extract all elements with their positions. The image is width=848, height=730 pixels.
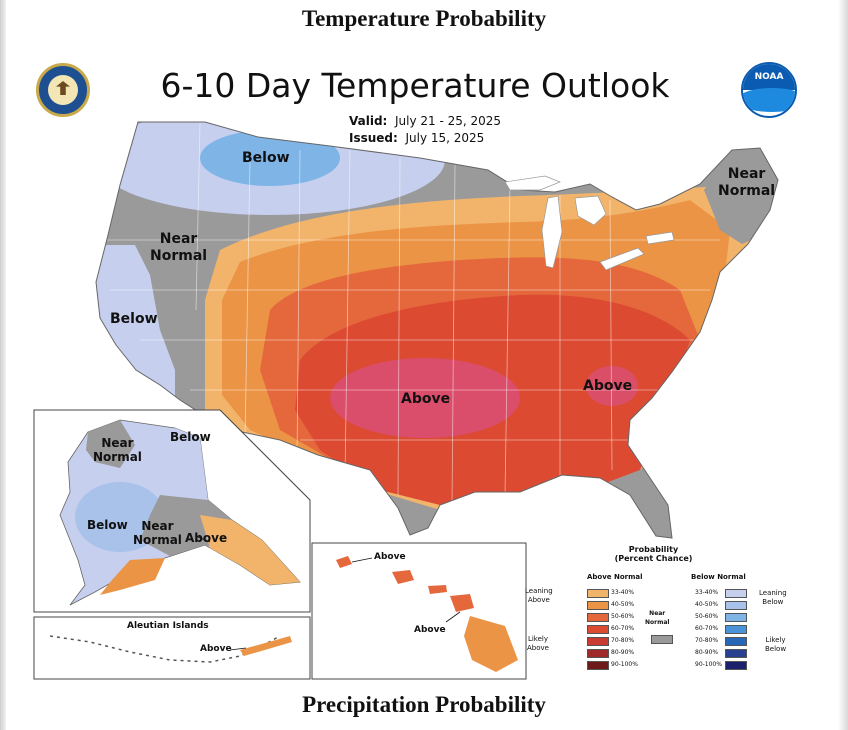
legend-below-swatch [725, 601, 747, 610]
legend-likely-below: Likely Below [765, 636, 787, 653]
legend-above-swatch [587, 613, 609, 622]
hawaii-label-above-1: Above [374, 552, 406, 562]
window-frame-right [838, 0, 848, 730]
hawaii-label-above-2: Above [414, 625, 446, 635]
hawaii-inset [311, 542, 527, 680]
map-title: 6-10 Day Temperature Outlook [160, 66, 670, 105]
noaa-logo-icon: NOAA [741, 62, 797, 118]
alaska-label-near-normal-north: Near Normal [93, 436, 142, 464]
legend-below-range: 90-100% [695, 661, 722, 668]
legend-above-range: 50-60% [611, 613, 635, 620]
commerce-seal-icon [36, 63, 90, 117]
issued-date: Issued: July 15, 2025 [349, 131, 485, 145]
conus-outline [95, 121, 779, 539]
legend-above-swatch [587, 625, 609, 634]
alaska-inset [33, 409, 311, 613]
legend-above-range: 90-100% [611, 661, 638, 668]
legend-below-swatch [725, 661, 747, 670]
legend-above-range: 60-70% [611, 625, 635, 632]
label-near-normal-west: Near Normal [150, 231, 208, 264]
probability-legend: Probability (Percent Chance) Above Normal… [525, 545, 787, 685]
label-near-normal-northeast: Near Normal [718, 166, 776, 199]
legend-above-swatch [587, 601, 609, 610]
legend-above-range: 70-80% [611, 637, 635, 644]
legend-above-swatch [587, 589, 609, 598]
legend-leaning-below: Leaning Below [759, 589, 787, 606]
legend-near-normal-label: Near Normal [645, 610, 670, 626]
legend-below-swatch [725, 637, 747, 646]
window-frame-left [0, 0, 6, 730]
label-above-central: Above [401, 391, 451, 407]
legend-above-range: 80-90% [611, 649, 635, 656]
alaska-leader-line [197, 536, 211, 543]
legend-title: Probability (Percent Chance) [614, 545, 693, 563]
valid-dates: Valid: July 21 - 25, 2025 [349, 114, 502, 128]
legend-below-range: 33-40% [695, 589, 719, 596]
alaska-label-near-normal-south: Near Normal [133, 519, 182, 547]
legend-below-range: 60-70% [695, 625, 719, 632]
legend-below-range: 80-90% [695, 649, 719, 656]
legend-leaning-above: Leaning Above [525, 587, 553, 604]
label-below-north: Below [242, 150, 290, 166]
legend-likely-above: Likely Above [527, 635, 549, 652]
legend-near-normal-swatch [651, 635, 673, 644]
section-heading-temperature: Temperature Probability [301, 6, 547, 31]
legend-above-range: 40-50% [611, 601, 635, 608]
legend-below-swatch [725, 613, 747, 622]
legend-below-range: 50-60% [695, 613, 719, 620]
conus-shading [96, 122, 778, 538]
legend-above-swatch [587, 649, 609, 658]
label-above-southeast: Above [583, 378, 633, 394]
alaska-label-above: Above [185, 531, 228, 545]
legend-below-swatch [725, 649, 747, 658]
label-below-west: Below [110, 311, 158, 327]
great-lakes [504, 175, 675, 271]
alaska-label-below-northeast: Below [170, 430, 211, 444]
legend-below-range: 70-80% [695, 637, 719, 644]
section-heading-precipitation: Precipitation Probability [302, 692, 546, 717]
legend-above-swatch [587, 637, 609, 646]
legend-below-normal-header: Below Normal [691, 573, 746, 581]
legend-below-swatch [725, 589, 747, 598]
legend-above-normal-header: Above Normal [587, 573, 643, 581]
aleutian-title: Aleutian Islands [127, 621, 209, 631]
alaska-label-below-west: Below [87, 518, 128, 532]
aleutian-leader-line [229, 647, 247, 651]
legend-above-swatch [587, 661, 609, 670]
state-borders [100, 122, 720, 506]
aleutian-label-above: Above [200, 644, 232, 654]
legend-above-range: 33-40% [611, 589, 635, 596]
legend-below-swatch [725, 625, 747, 634]
aleutian-inset [33, 616, 311, 680]
legend-below-range: 40-50% [695, 601, 719, 608]
